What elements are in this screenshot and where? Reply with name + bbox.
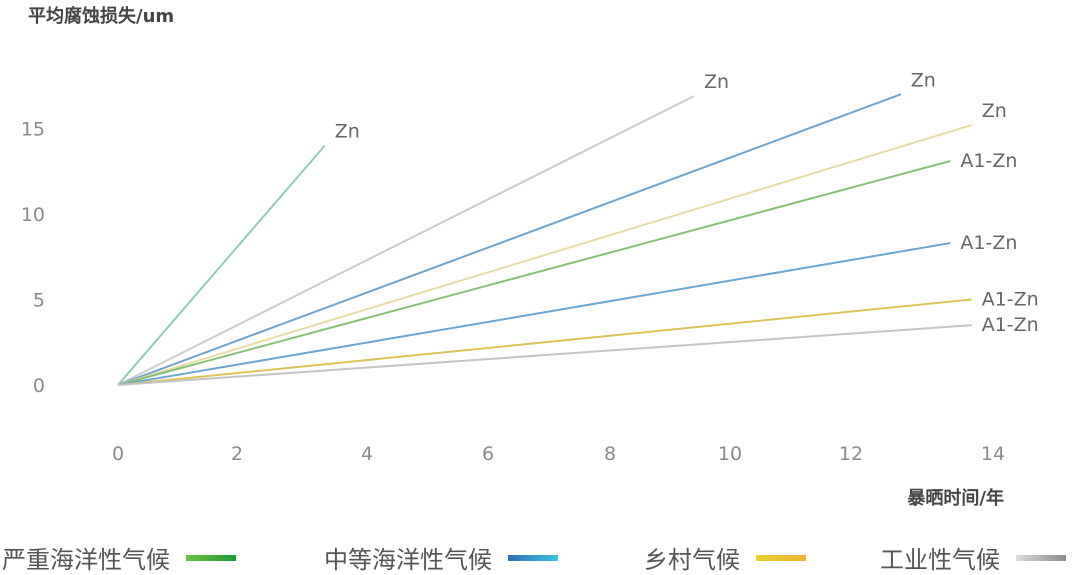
series-line — [117, 124, 972, 386]
y-axis-label: 平均腐蚀损失/um — [28, 5, 174, 27]
legend-swatch — [186, 554, 236, 561]
x-tick-label: 6 — [482, 443, 494, 465]
y-tick-label: 10 — [21, 204, 45, 226]
y-tick-label: 0 — [33, 375, 45, 397]
series-line — [117, 144, 326, 386]
legend-label: 乡村气候 — [644, 546, 740, 574]
series-label: A1-Zn — [982, 289, 1039, 311]
x-tick-label: 0 — [112, 443, 124, 465]
series-label: A1-Zn — [960, 150, 1017, 172]
series-label: A1-Zn — [982, 314, 1039, 336]
legend-label: 工业性气候 — [880, 546, 1000, 574]
legend-item: 工业性气候 — [880, 540, 1066, 575]
series-line — [117, 324, 972, 386]
series-line — [117, 242, 951, 386]
series-label: Zn — [911, 69, 936, 91]
legend-item: 严重海洋性气候 — [2, 540, 236, 575]
x-tick-label: 12 — [839, 443, 863, 465]
legend-item: 乡村气候 — [644, 540, 806, 575]
x-tick-label: 4 — [361, 443, 373, 465]
x-axis-label: 暴晒时间/年 — [907, 487, 1004, 509]
legend-item: 中等海洋性气候 — [324, 540, 558, 575]
legend-swatch — [1016, 554, 1066, 561]
y-tick-label: 5 — [33, 290, 45, 312]
legend-swatch — [508, 554, 558, 561]
series-label: Zn — [335, 121, 360, 143]
series-label: Zn — [704, 71, 729, 93]
series-line — [117, 93, 902, 386]
x-tick-label: 2 — [231, 443, 243, 465]
legend-swatch — [756, 554, 806, 561]
x-tick-label: 14 — [981, 443, 1005, 465]
x-tick-label: 10 — [718, 443, 742, 465]
series-line — [117, 95, 695, 386]
legend-label: 严重海洋性气候 — [2, 546, 170, 574]
series-line — [117, 160, 951, 386]
series-label: Zn — [982, 100, 1007, 122]
y-tick-label: 15 — [21, 119, 45, 141]
series-line — [117, 298, 972, 386]
legend-label: 中等海洋性气候 — [324, 546, 492, 574]
x-tick-label: 8 — [604, 443, 616, 465]
series-label: A1-Zn — [960, 232, 1017, 254]
